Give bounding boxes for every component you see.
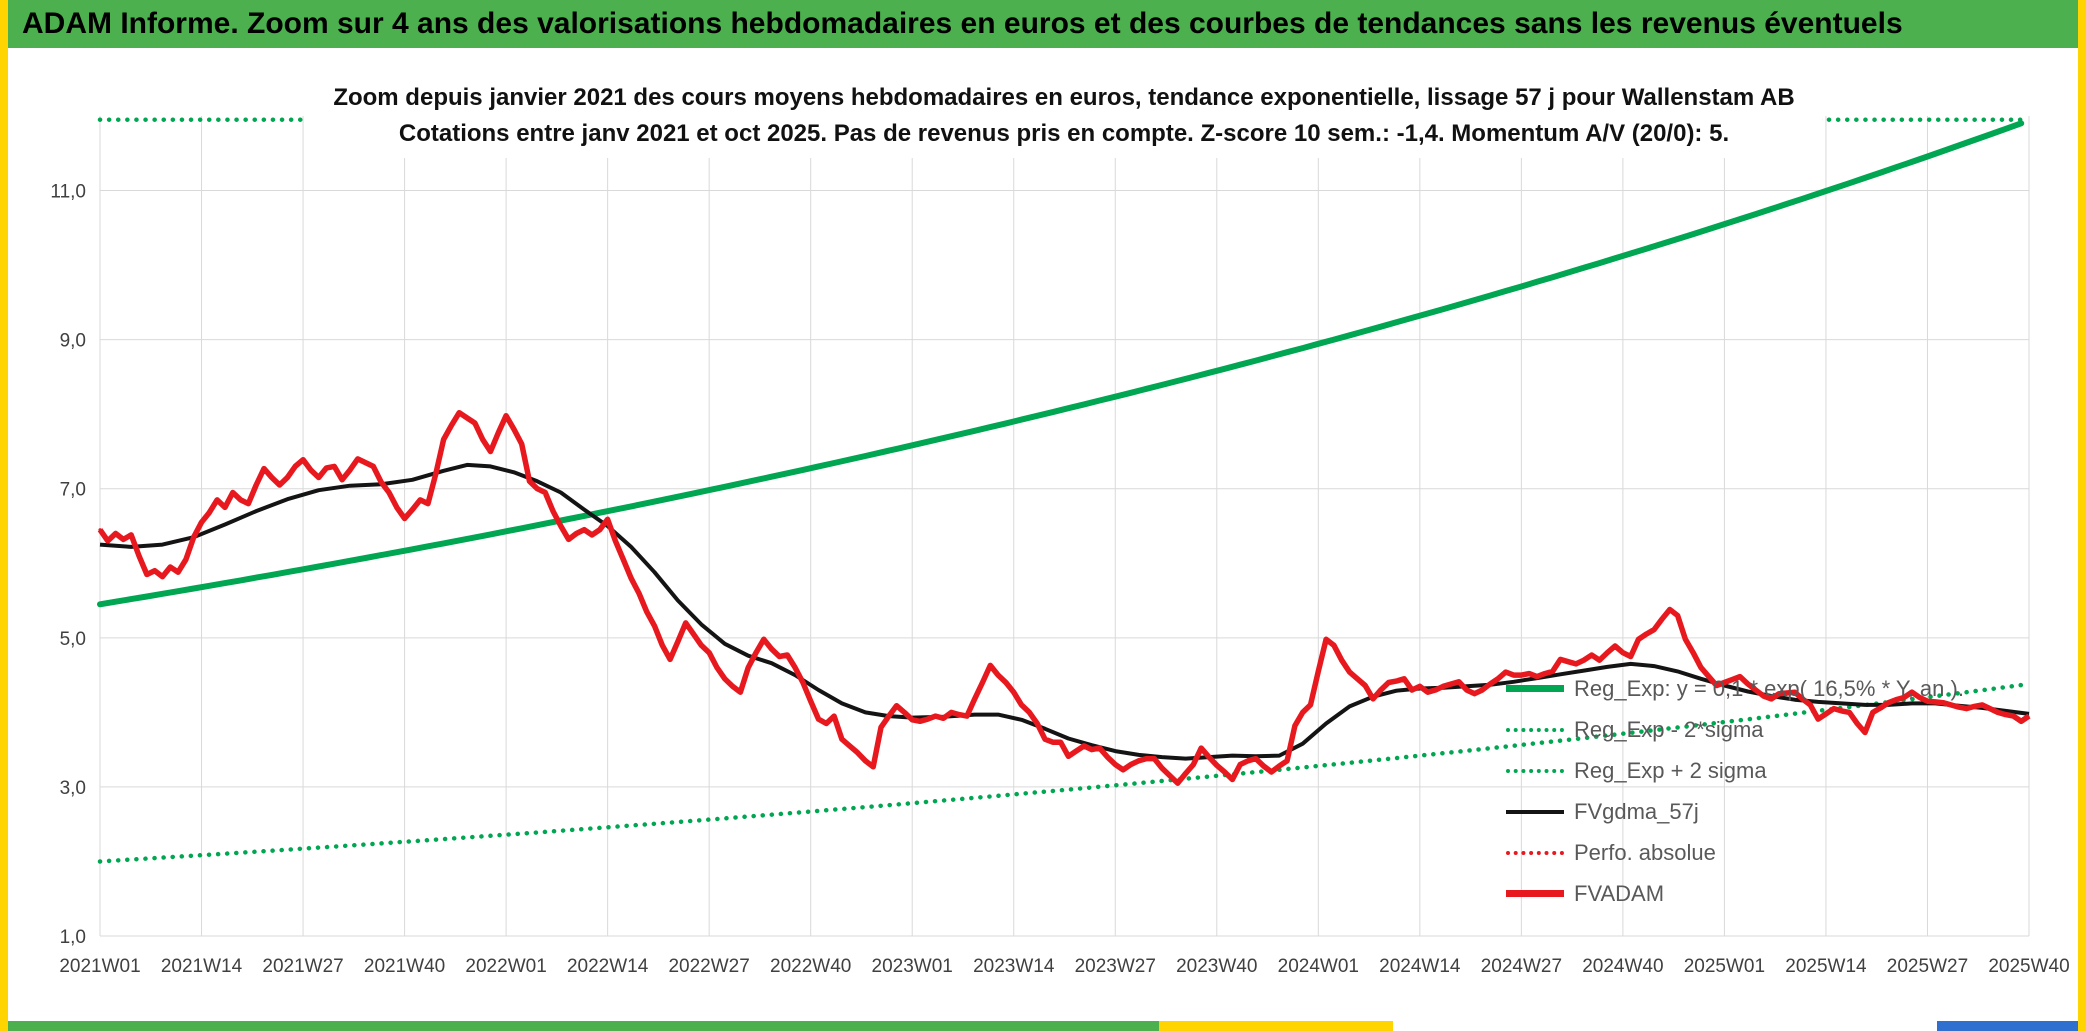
legend-line-sample	[1506, 727, 1564, 732]
legend-item-reg-exp: Reg_Exp: y = 0,1 * exp( 16,5% * Y, an ).	[1506, 668, 1964, 709]
series-reg-exp-minus-2sigma	[97, 682, 2024, 864]
footer-accent-strip	[8, 1021, 2078, 1031]
legend-line-sample	[1506, 809, 1564, 814]
x-tick-label: 2023W14	[973, 956, 1055, 977]
series-reg-exp	[97, 120, 2025, 608]
x-tick-label: 2024W27	[1481, 956, 1562, 977]
series-fvgdma-57j	[99, 462, 2030, 761]
x-tick-label: 2022W27	[668, 956, 749, 977]
x-tick-label: 2025W40	[1988, 956, 2069, 977]
chart-title-block: Zoom depuis janvier 2021 des cours moyen…	[305, 74, 1823, 158]
legend-label: FVgdma_57j	[1574, 798, 1699, 824]
legend-label: Reg_Exp - 2*sigma	[1574, 716, 1764, 742]
x-tick-label: 2022W14	[567, 956, 649, 977]
legend-label: FVADAM	[1574, 880, 1665, 906]
x-tick-label: 2024W40	[1582, 956, 1663, 977]
x-tick-label: 2022W40	[770, 956, 851, 977]
right-accent-strip	[2078, 0, 2086, 1031]
y-tick-label: 9,0	[60, 331, 86, 352]
left-accent-strip	[0, 0, 8, 1031]
legend-line-sample	[1506, 768, 1564, 773]
y-tick-label: 11,0	[50, 182, 86, 203]
legend-line-sample	[1506, 890, 1564, 897]
footer-segment	[1937, 1021, 2078, 1031]
footer-segment	[8, 1021, 1159, 1031]
x-tick-label: 2023W01	[872, 956, 953, 977]
footer-segment	[1392, 1021, 1938, 1031]
x-tick-label: 2023W27	[1075, 956, 1156, 977]
x-tick-label: 2025W01	[1684, 956, 1765, 977]
legend-item-reg-exp-2-sigma: Reg_Exp + 2 sigma	[1506, 750, 1964, 791]
legend-item-fvgdma-57j: FVgdma_57j	[1506, 791, 1964, 832]
legend-line-sample	[1506, 850, 1564, 855]
page-title: ADAM Informe. Zoom sur 4 ans des valoris…	[22, 7, 1903, 40]
legend-line-sample	[1506, 685, 1564, 692]
footer-segment	[1158, 1021, 1393, 1031]
chart-title-line2: Cotations entre janv 2021 et oct 2025. P…	[398, 120, 1730, 147]
chart-title-line1: Zoom depuis janvier 2021 des cours moyen…	[333, 84, 1795, 111]
x-tick-label: 2021W40	[364, 956, 445, 977]
x-tick-label: 2025W14	[1785, 956, 1867, 977]
legend-label: Perfo. absolue	[1574, 839, 1716, 865]
y-tick-label: 5,0	[60, 629, 86, 650]
x-tick-label: 2025W27	[1887, 956, 1968, 977]
legend-label: Reg_Exp + 2 sigma	[1574, 757, 1767, 783]
legend-label: Reg_Exp: y = 0,1 * exp( 16,5% * Y, an ).	[1574, 675, 1964, 701]
chart-legend: Reg_Exp: y = 0,1 * exp( 16,5% * Y, an ).…	[1506, 668, 1964, 914]
legend-item-reg-exp-2-sigma: Reg_Exp - 2*sigma	[1506, 709, 1964, 750]
y-tick-label: 7,0	[60, 480, 86, 501]
x-tick-label: 2021W01	[59, 956, 140, 977]
x-tick-label: 2024W14	[1379, 956, 1461, 977]
y-tick-label: 1,0	[60, 927, 86, 948]
x-tick-label: 2021W27	[262, 956, 343, 977]
x-tick-label: 2022W01	[465, 956, 546, 977]
header-bar: ADAM Informe. Zoom sur 4 ans des valoris…	[8, 0, 2078, 48]
x-tick-label: 2021W14	[161, 956, 243, 977]
x-tick-label: 2023W40	[1176, 956, 1257, 977]
legend-item-perfo-absolue: Perfo. absolue	[1506, 832, 1964, 873]
series-fvadam	[97, 409, 2031, 786]
legend-item-fvadam: FVADAM	[1506, 873, 1964, 914]
x-tick-label: 2024W01	[1278, 956, 1359, 977]
y-tick-label: 3,0	[60, 778, 86, 799]
